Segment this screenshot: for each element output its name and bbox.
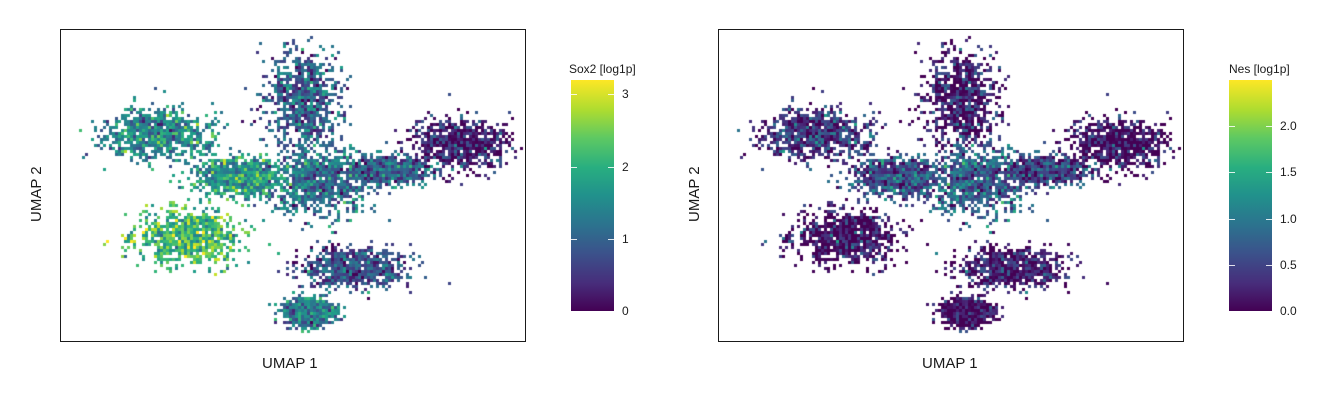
sox2-umap-panel: UMAP 1 UMAP 2 Sox2 [log1p] 0 1 2 3 bbox=[28, 29, 636, 372]
colorbar-tick-label: 1 bbox=[622, 232, 629, 246]
colorbar-tick bbox=[1229, 311, 1272, 312]
colorbar-tick bbox=[571, 94, 614, 95]
nes-umap-panel: UMAP 1 UMAP 2 Nes [log1p] 0.0 0.5 1.0 1.5 2.… bbox=[672, 0, 1344, 403]
colorbar-tick-label: 3 bbox=[622, 87, 629, 101]
x-axis-label: UMAP 1 bbox=[922, 355, 978, 372]
colorbar-tick-label: 2 bbox=[622, 160, 629, 174]
y-axis-label: UMAP 2 bbox=[686, 166, 703, 222]
colorbar-tick bbox=[571, 311, 614, 312]
colorbar-tick-label: 1.0 bbox=[1280, 212, 1297, 226]
nes-colorbar bbox=[1229, 80, 1272, 311]
sox2-scatter-points bbox=[61, 30, 525, 341]
colorbar-tick bbox=[1229, 126, 1272, 127]
nes-plot-area bbox=[718, 29, 1184, 342]
sox2-plot-area bbox=[60, 29, 526, 342]
colorbar-title: Nes [log1p] bbox=[1229, 62, 1290, 76]
colorbar-tick-label: 0 bbox=[622, 304, 629, 318]
colorbar-tick-label: 2.0 bbox=[1280, 119, 1297, 133]
colorbar-tick-label: 1.5 bbox=[1280, 165, 1297, 179]
colorbar-tick-label: 0.5 bbox=[1280, 258, 1297, 272]
colorbar-tick bbox=[571, 167, 614, 168]
colorbar-tick bbox=[1229, 172, 1272, 173]
colorbar-tick bbox=[1229, 265, 1272, 266]
colorbar-tick bbox=[571, 239, 614, 240]
y-axis-label: UMAP 2 bbox=[28, 166, 45, 222]
colorbar-tick-label: 0.0 bbox=[1280, 304, 1297, 318]
colorbar-tick bbox=[1229, 219, 1272, 220]
nes-scatter-points bbox=[719, 30, 1183, 341]
x-axis-label: UMAP 1 bbox=[262, 355, 318, 372]
sox2-colorbar bbox=[571, 80, 614, 311]
colorbar-title: Sox2 [log1p] bbox=[569, 62, 636, 76]
